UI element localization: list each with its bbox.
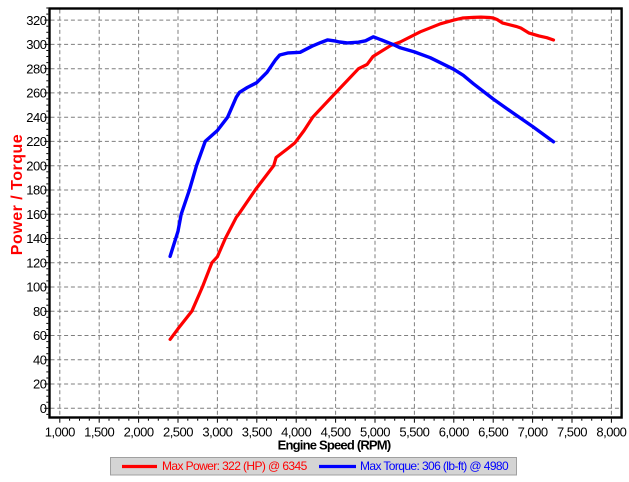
- svg-text:100: 100: [26, 280, 46, 295]
- svg-text:60: 60: [33, 328, 47, 343]
- svg-text:40: 40: [33, 353, 47, 368]
- svg-text:220: 220: [26, 134, 46, 149]
- svg-text:0: 0: [40, 401, 47, 416]
- svg-text:320: 320: [26, 13, 46, 28]
- svg-text:1,500: 1,500: [84, 424, 114, 439]
- svg-text:Max Power: 322 (HP) @ 6345: Max Power: 322 (HP) @ 6345: [162, 459, 308, 473]
- svg-text:240: 240: [26, 110, 46, 125]
- svg-text:4,500: 4,500: [321, 424, 351, 439]
- svg-text:1,000: 1,000: [45, 424, 75, 439]
- svg-text:260: 260: [26, 86, 46, 101]
- svg-text:120: 120: [26, 255, 46, 270]
- svg-text:Max Torque: 306 (lb-ft) @ 4980: Max Torque: 306 (lb-ft) @ 4980: [360, 459, 509, 473]
- svg-text:140: 140: [26, 231, 46, 246]
- svg-text:5,000: 5,000: [360, 424, 390, 439]
- svg-text:7,000: 7,000: [518, 424, 548, 439]
- svg-text:3,000: 3,000: [202, 424, 232, 439]
- svg-text:7,500: 7,500: [557, 424, 587, 439]
- svg-text:200: 200: [26, 158, 46, 173]
- svg-text:2,000: 2,000: [124, 424, 154, 439]
- svg-text:6,000: 6,000: [439, 424, 469, 439]
- svg-text:2,500: 2,500: [163, 424, 193, 439]
- svg-text:6,500: 6,500: [478, 424, 508, 439]
- svg-text:160: 160: [26, 207, 46, 222]
- svg-text:8,000: 8,000: [596, 424, 626, 439]
- svg-text:80: 80: [33, 304, 47, 319]
- svg-text:280: 280: [26, 61, 46, 76]
- svg-text:20: 20: [33, 377, 47, 392]
- svg-text:180: 180: [26, 183, 46, 198]
- svg-text:Engine Speed (RPM): Engine Speed (RPM): [278, 437, 391, 452]
- svg-text:300: 300: [26, 37, 46, 52]
- svg-text:Power / Torque: Power / Torque: [9, 134, 26, 255]
- svg-text:3,500: 3,500: [242, 424, 272, 439]
- svg-text:4,000: 4,000: [281, 424, 311, 439]
- svg-text:5,500: 5,500: [399, 424, 429, 439]
